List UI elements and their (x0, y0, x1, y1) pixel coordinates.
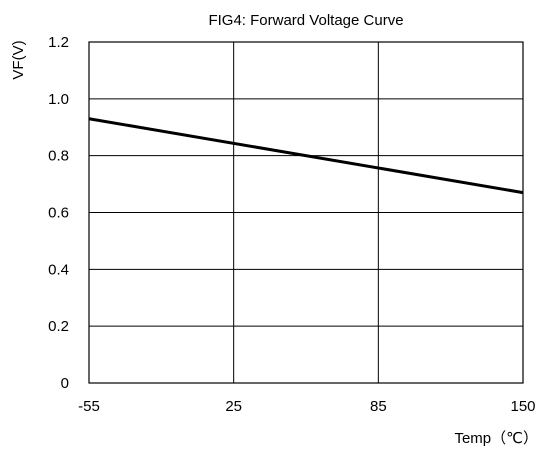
y-tick-label: 0.6 (48, 205, 69, 222)
x-tick-label: 25 (225, 398, 242, 415)
y-tick-label: 0 (61, 375, 69, 392)
x-tick-label: -55 (78, 398, 100, 415)
grid-lines (89, 42, 523, 383)
y-tick-label: 0.4 (48, 261, 69, 278)
y-tick-label: 0.2 (48, 318, 69, 335)
y-tick-label: 1.2 (48, 34, 69, 51)
y-tick-label: 0.8 (48, 148, 69, 165)
x-tick-label: 150 (510, 398, 535, 415)
forward-voltage-line (88, 117, 524, 195)
x-tick-label: 85 (370, 398, 387, 415)
x-axis-label: Temp（℃） (454, 430, 538, 447)
chart-title: FIG4: Forward Voltage Curve (208, 12, 403, 29)
plot-area-border (88, 41, 524, 384)
series-layer (88, 117, 524, 195)
y-axis-label: VF(V) (10, 40, 27, 79)
tick-labels: 0 0.2 0.4 0.6 0.8 1.0 1.2 -55 25 85 150 (48, 34, 535, 415)
y-tick-label: 1.0 (48, 91, 69, 108)
